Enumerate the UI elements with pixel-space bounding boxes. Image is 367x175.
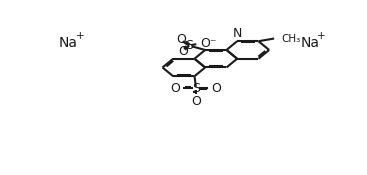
Text: S: S — [185, 39, 193, 52]
Text: O: O — [171, 82, 181, 95]
Text: N: N — [232, 27, 242, 40]
Text: O: O — [178, 45, 188, 58]
Text: O: O — [191, 96, 201, 108]
Text: O: O — [176, 33, 186, 46]
Text: +: + — [76, 31, 84, 41]
Text: Na: Na — [59, 36, 78, 50]
Text: S: S — [192, 82, 200, 95]
Text: O: O — [211, 82, 221, 95]
Text: CH₃: CH₃ — [281, 34, 301, 44]
Text: O⁻: O⁻ — [200, 37, 217, 50]
Text: +: + — [317, 31, 326, 41]
Text: Na: Na — [301, 36, 319, 50]
